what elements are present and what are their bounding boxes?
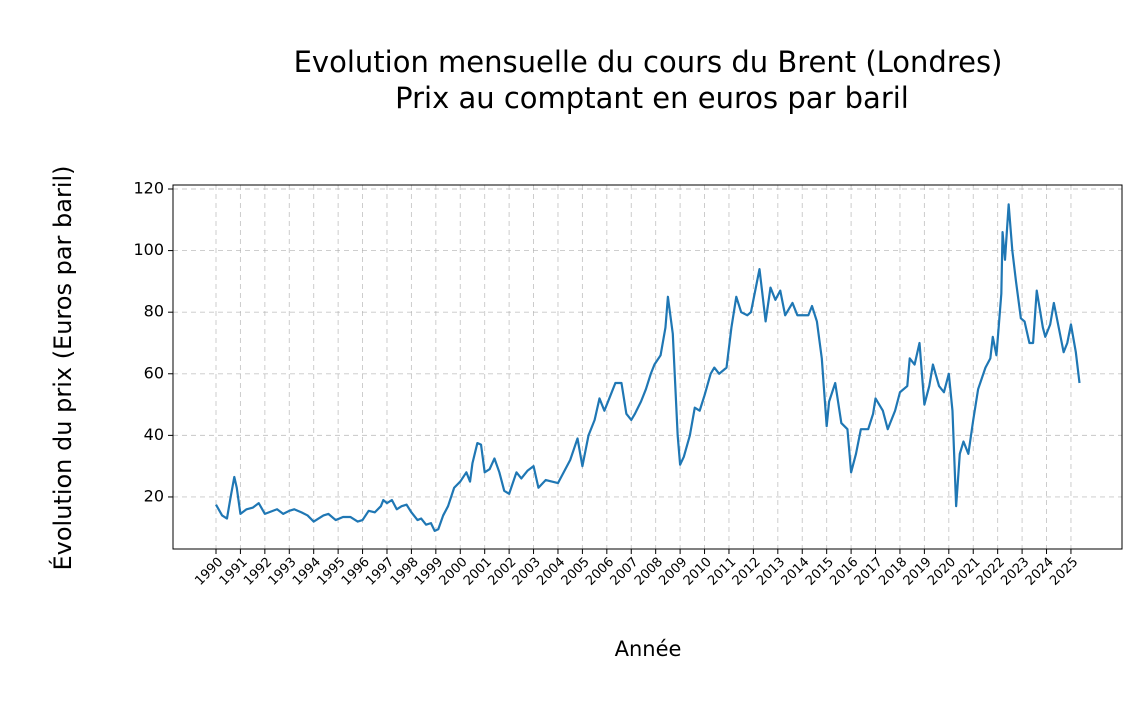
y-tick-label: 80	[144, 302, 164, 321]
grid	[173, 185, 1122, 549]
y-tick-label: 60	[144, 363, 164, 382]
x-axis-label: Année	[615, 637, 682, 661]
y-tick-label: 20	[144, 486, 164, 505]
x-tick-label: 2025	[1047, 555, 1081, 589]
chart-title: Evolution mensuelle du cours du Brent (L…	[294, 45, 1003, 79]
y-tick-label: 100	[133, 240, 164, 259]
y-axis-label: Évolution du prix (Euros par baril)	[48, 165, 77, 570]
plot-frame	[172, 184, 1123, 550]
y-tick-label: 40	[144, 425, 164, 444]
price-line	[215, 203, 1081, 532]
chart-subtitle: Prix au comptant en euros par baril	[395, 81, 909, 115]
plot	[215, 203, 1081, 532]
y-tick-label: 120	[133, 179, 164, 198]
